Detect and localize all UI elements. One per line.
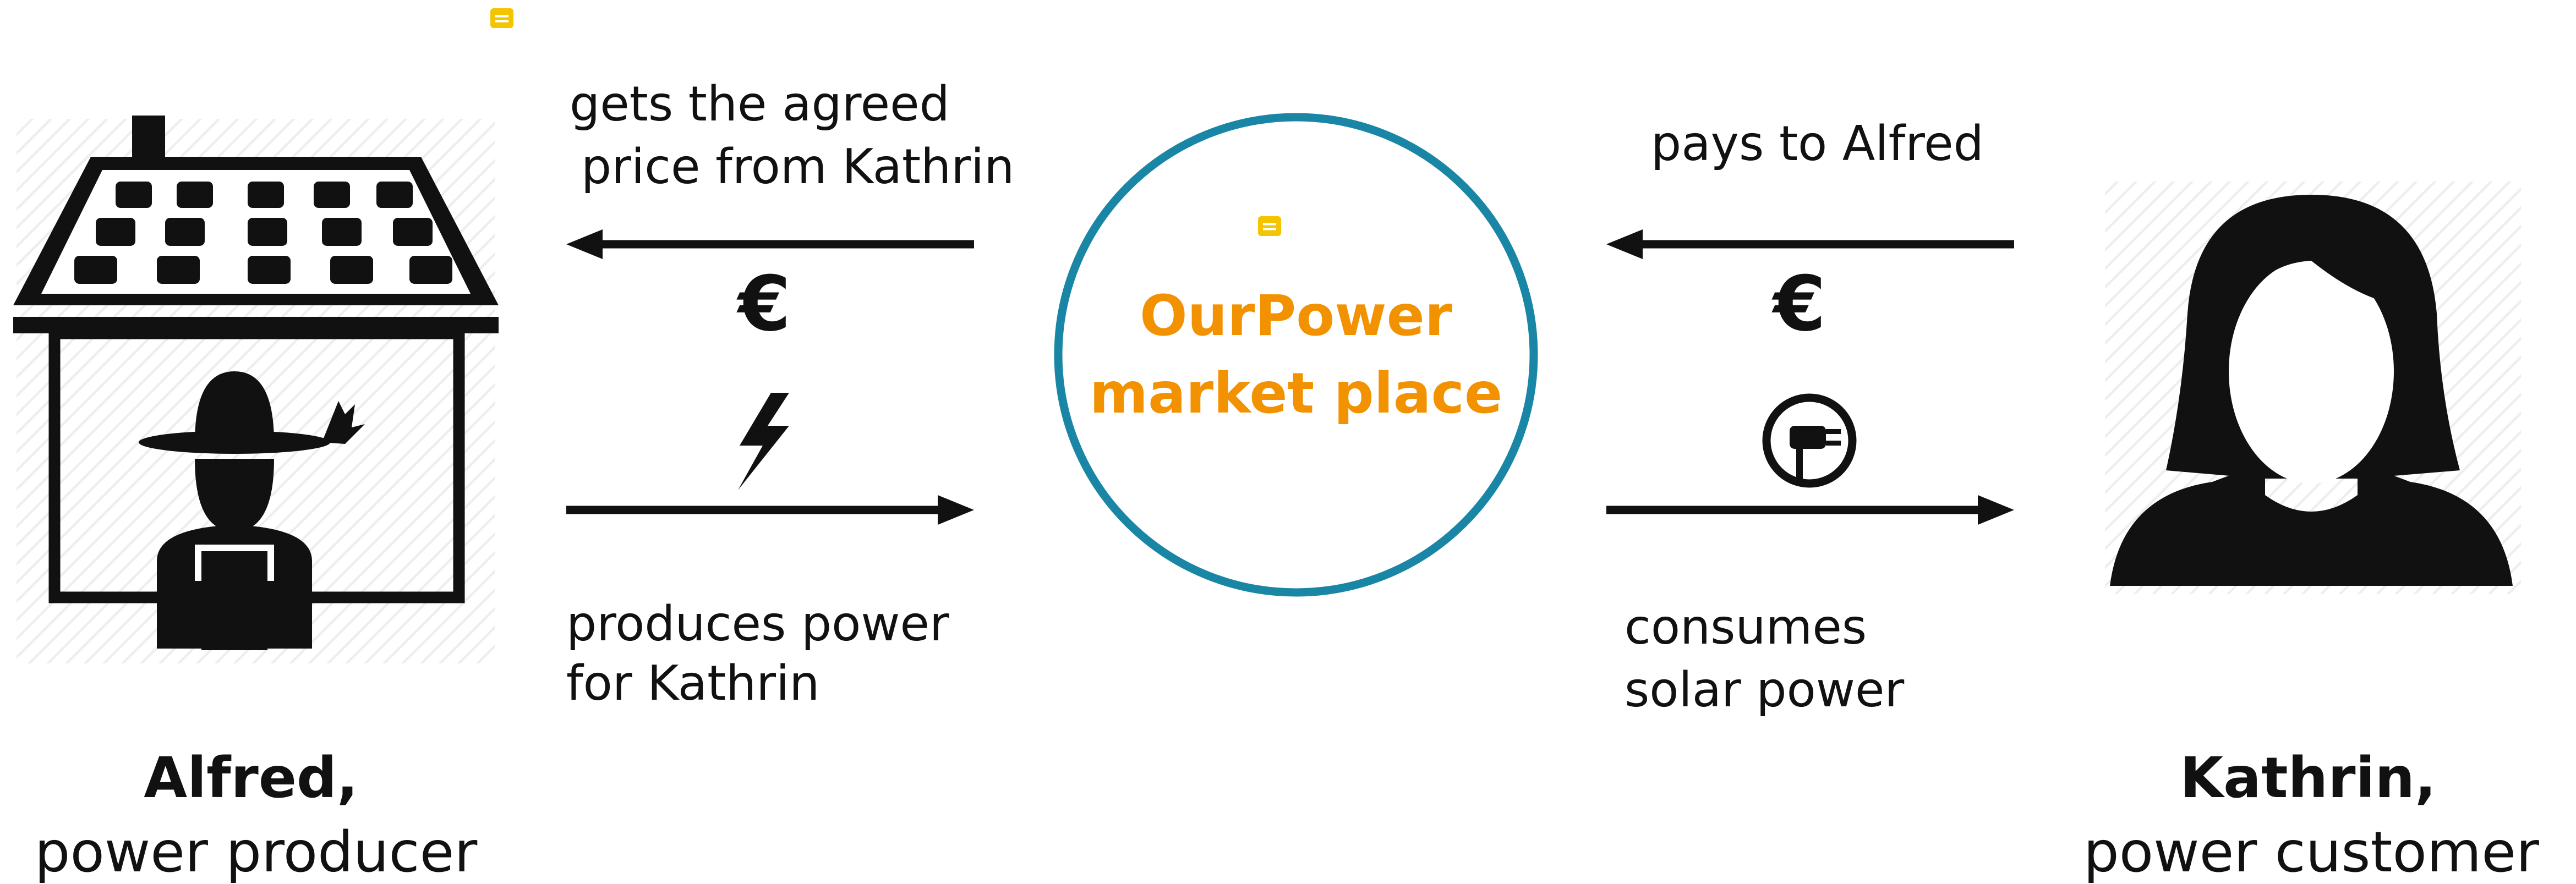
comment-icon [1258,216,1281,236]
currency-symbol: € [736,260,791,348]
producer-icon [13,116,499,663]
flow-label: consumes [1625,599,1867,655]
flow-label: produces power [566,596,949,652]
person-role: power producer [35,820,478,884]
marketplace-circle [1058,117,1534,592]
flow-label: gets the agreed [570,76,950,132]
arrowhead [1978,495,2014,525]
person-role: power customer [2083,820,2539,884]
flow-label: solar power [1625,662,1905,718]
marketplace-title: OurPower [1140,283,1452,349]
arrowhead [938,495,974,525]
diagram: gets the agreed price from Kathrin € pro… [0,0,2576,884]
marketplace-title: market place [1090,361,1502,426]
person-name: Kathrin, [2180,745,2436,811]
currency-symbol: € [1771,260,1826,348]
flow-label: pays to Alfred [1651,116,1984,172]
comment-icon [490,8,513,28]
plug-icon [1766,398,1852,484]
arrowhead [1606,229,1643,259]
arrowhead [566,229,603,259]
person-name: Alfred, [144,745,358,811]
customer-icon [2105,182,2521,594]
flow-label: for Kathrin [566,655,819,711]
lightning-icon [738,393,789,490]
flow-label: price from Kathrin [581,139,1014,195]
